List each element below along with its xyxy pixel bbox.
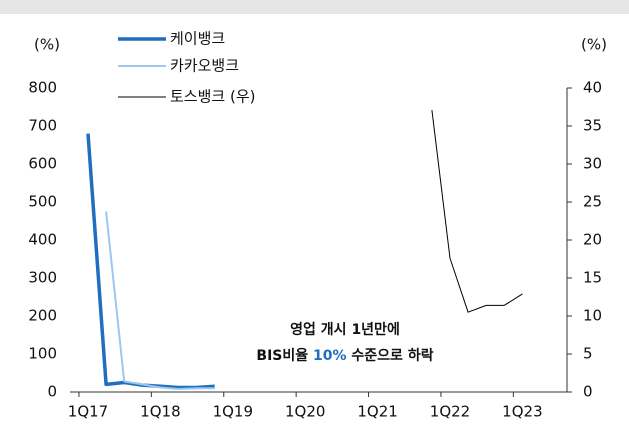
annotation: 영업 개시 1년만에: [290, 321, 400, 338]
x-tick-label: 1Q21: [357, 403, 397, 421]
y2-tick-label: 0: [583, 383, 593, 401]
y-tick-label: 400: [28, 231, 57, 249]
y2-tick-label: 10: [583, 307, 602, 325]
y2-tick-label: 30: [583, 155, 602, 173]
series-line: [105, 211, 215, 390]
y-tick-label: 100: [28, 345, 57, 363]
y2-tick-label: 15: [583, 269, 602, 287]
x-tick-label: 1Q17: [68, 403, 108, 421]
y2-tick-label: 35: [583, 117, 602, 135]
y2-tick-label: 25: [583, 193, 602, 211]
annotation-highlight: 10%: [313, 348, 347, 364]
y-tick-label: 800: [28, 79, 57, 97]
x-tick-label: 1Q23: [502, 403, 542, 421]
x-tick-label: 1Q19: [213, 403, 253, 421]
series-line: [86, 133, 215, 390]
y2-tick-label: 20: [583, 231, 602, 249]
y-tick-label: 0: [47, 383, 57, 401]
y-tick-label: 600: [28, 155, 57, 173]
top-band: [0, 0, 629, 14]
annotation-part: 수준으로 하락: [351, 347, 433, 364]
series-line: [431, 109, 523, 313]
y2-tick-label: 40: [583, 79, 602, 97]
x-tick-label: 1Q22: [430, 403, 470, 421]
y-axis-label: (%): [34, 36, 60, 54]
y2-tick-label: 5: [583, 345, 593, 363]
y-tick-label: 300: [28, 269, 57, 287]
x-tick-label: 1Q20: [285, 403, 325, 421]
y-tick-label: 700: [28, 117, 57, 135]
legend-label: 토스뱅크 (우): [170, 88, 255, 106]
y-tick-label: 500: [28, 193, 57, 211]
x-tick-label: 1Q18: [140, 403, 180, 421]
y2-axis-label: (%): [581, 36, 607, 54]
legend-label: 카카오뱅크: [170, 57, 239, 75]
y-tick-label: 200: [28, 307, 57, 325]
annotation: BIS비율 10% 수준으로 하락: [256, 347, 433, 364]
legend-label: 케이뱅크: [170, 30, 225, 48]
annotation-part: BIS비율: [256, 347, 308, 364]
